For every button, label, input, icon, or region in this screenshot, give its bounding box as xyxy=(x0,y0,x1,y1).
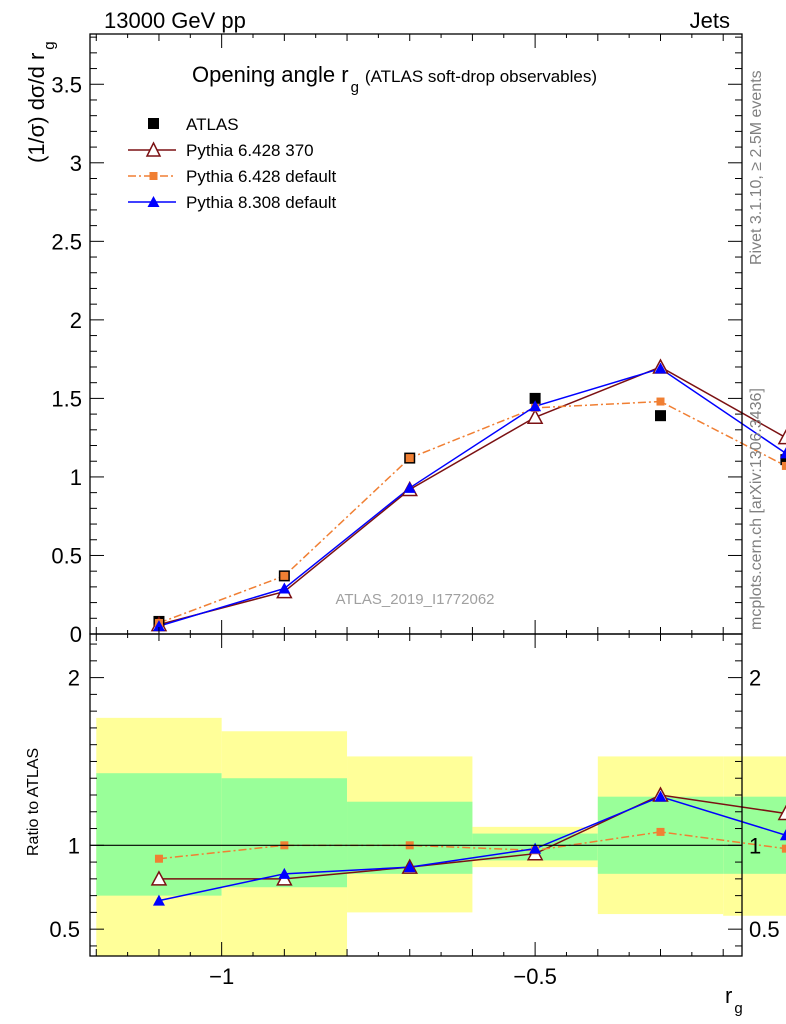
main-point-pythia-8-308-default-0 xyxy=(152,620,165,632)
ratio-point-pythia-8-308-default-1 xyxy=(278,867,291,879)
ratio-y-tick-label-right-0: 0.5 xyxy=(749,917,780,942)
ratio-point-pythia-8-308-default-0 xyxy=(152,894,165,906)
legend-label-pythia6-default: Pythia 6.428 default xyxy=(186,167,337,186)
main-point-pythia-8-308-default-4 xyxy=(654,362,667,374)
main-y-tick-label-6: 3 xyxy=(70,151,82,176)
legend-item-pythia6-370: Pythia 6.428 370 xyxy=(128,141,314,160)
ratio-point-pythia-8-308-default-2 xyxy=(403,861,416,873)
main-point-atlas-3 xyxy=(529,392,541,404)
main-point-pythia-6-428-370-3 xyxy=(526,408,544,424)
ylabel-main-text: (1/σ) dσ/d r xyxy=(24,53,49,163)
xlabel-subscript: g xyxy=(734,1000,742,1017)
tick-labels: −1 −0.5 0 0.5 1 1.5 2 2.5 3 3.5 0.5 0.5 1 1 2 2 xyxy=(49,72,779,989)
ratio-point-pythia-6-428-default-4 xyxy=(656,827,665,836)
main-point-pythia-6-428-370-5 xyxy=(777,429,786,445)
xlabel-main-text: r xyxy=(725,983,732,1008)
header-left-label: 13000 GeV pp xyxy=(104,8,246,33)
main-y-tick-label-1: 0.5 xyxy=(51,543,82,568)
main-y-tick-label-2: 1 xyxy=(70,465,82,490)
main-y-tick-label-7: 3.5 xyxy=(51,72,82,97)
ratio-point-pythia-8-308-default-4 xyxy=(654,790,667,802)
series-lines xyxy=(158,366,786,902)
legend-item-atlas: ATLAS xyxy=(148,115,239,134)
main-line-pythia-6-428-default xyxy=(158,400,786,624)
ratio-point-pythia-8-308-default-3 xyxy=(529,842,542,854)
legend-marker-atlas xyxy=(148,118,159,129)
legend-item-pythia8-default: Pythia 8.308 default xyxy=(128,193,337,212)
main-line-pythia-6-428-370 xyxy=(158,366,786,626)
mcplots-side-label: mcplots.cern.ch [arXiv:1306.3436] xyxy=(748,388,765,630)
main-ylabel: (1/σ) dσ/d r g xyxy=(24,41,58,163)
main-y-tick-label-5: 2.5 xyxy=(51,229,82,254)
ratio-y-tick-label-left-0: 0.5 xyxy=(49,917,80,942)
main-y-tick-label-4: 2 xyxy=(70,308,82,333)
x-axis-title: rg xyxy=(725,983,743,1017)
main-point-atlas-5 xyxy=(780,454,786,466)
ratio-point-pythia-6-428-default-5 xyxy=(781,844,786,853)
legend-marker-pythia8-default xyxy=(147,196,160,207)
x-tick-label-1: −0.5 xyxy=(513,964,556,989)
ratio-y-tick-label-left-2: 2 xyxy=(68,666,80,691)
legend-item-pythia6-default: Pythia 6.428 default xyxy=(128,167,337,186)
ratio-bands xyxy=(96,717,786,956)
main-point-pythia-8-308-default-3 xyxy=(529,400,542,412)
main-point-pythia-8-308-default-2 xyxy=(403,481,416,493)
ratio-point-pythia-8-308-default-5 xyxy=(779,829,786,841)
header-right-label: Jets xyxy=(690,8,730,33)
legend-label-pythia8-default: Pythia 8.308 default xyxy=(186,193,337,212)
title-extra-text: (ATLAS soft-drop observables) xyxy=(365,67,597,86)
main-point-pythia-6-428-default-4 xyxy=(656,397,665,406)
ratio-line-pythia-6-428-default xyxy=(158,831,786,860)
title-subscript: g xyxy=(351,79,359,96)
legend-label-pythia6-370: Pythia 6.428 370 xyxy=(186,141,314,160)
ratio-point-pythia-6-428-default-0 xyxy=(154,854,163,863)
axes xyxy=(89,33,743,957)
main-y-tick-label-0: 0 xyxy=(70,622,82,647)
main-point-pythia-8-308-default-1 xyxy=(278,582,291,594)
main-y-tick-label-3: 1.5 xyxy=(51,386,82,411)
ratio-point-pythia-6-428-370-0 xyxy=(150,870,168,886)
main-point-pythia-8-308-default-5 xyxy=(779,447,786,459)
legend-label-atlas: ATLAS xyxy=(186,115,239,134)
main-line-pythia-8-308-default xyxy=(158,367,786,627)
rivet-side-label: Rivet 3.1.10, ≥ 2.5M events xyxy=(748,70,765,265)
ylabel-subscript: g xyxy=(41,41,58,49)
main-point-pythia-6-428-default-2 xyxy=(405,454,414,463)
legend-marker-pythia6-default xyxy=(149,172,158,180)
ratio-y-tick-label-right-2: 2 xyxy=(749,666,761,691)
title-main-text: Opening angle r xyxy=(192,62,349,87)
legend-marker-pythia6-370 xyxy=(145,141,162,157)
legend: ATLAS Pythia 6.428 370 Pythia 6.428 defa… xyxy=(128,115,337,212)
main-point-pythia-6-428-default-1 xyxy=(280,571,289,580)
main-title: Opening angle rg (ATLAS soft-drop observa… xyxy=(192,62,597,96)
main-point-pythia-6-428-default-5 xyxy=(781,461,786,470)
ratio-line-pythia-8-308-default xyxy=(158,795,786,902)
analysis-watermark: ATLAS_2019_I1772062 xyxy=(335,591,494,608)
ratio-y-tick-label-right-1: 1 xyxy=(749,833,761,858)
ratio-y-tick-label-left-1: 1 xyxy=(68,833,80,858)
main-point-atlas-4 xyxy=(655,410,666,422)
ratio-ylabel: Ratio to ATLAS xyxy=(25,748,42,856)
x-tick-label-0: −1 xyxy=(209,964,234,989)
